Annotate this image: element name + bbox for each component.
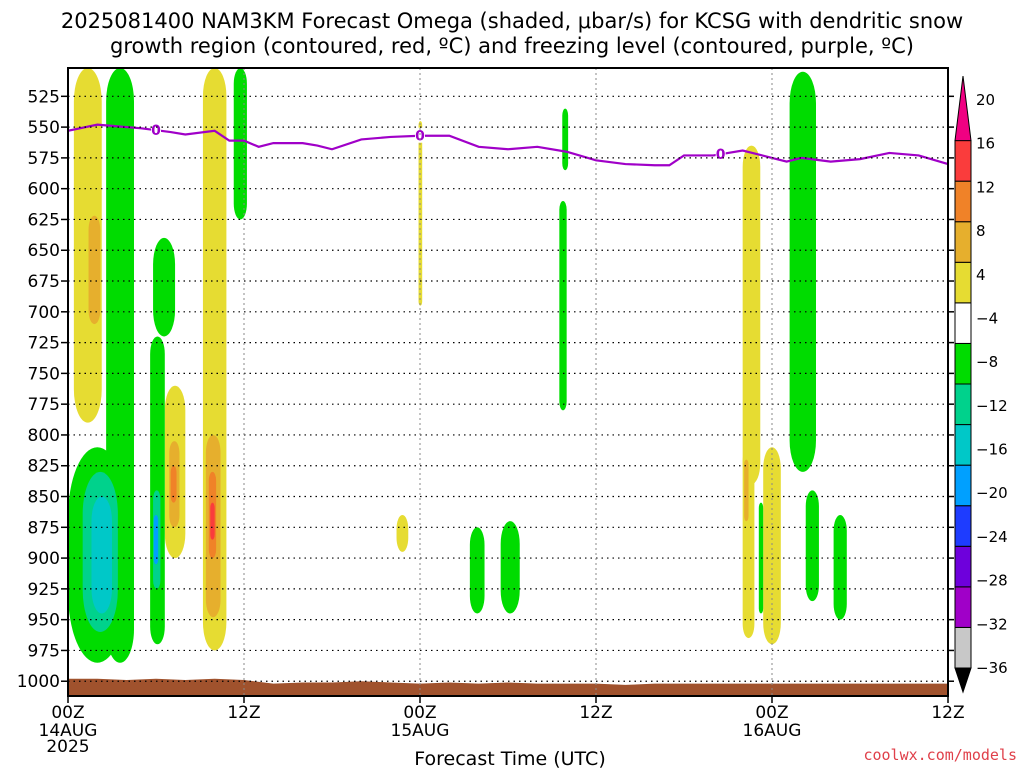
y-tick-label-600: 600	[28, 180, 60, 200]
colorbar-label-0: 20	[976, 91, 995, 109]
colorbar-segment-2	[954, 545, 972, 588]
y-tick-label-725: 725	[28, 334, 60, 354]
omega-region-4	[170, 465, 177, 503]
y-tick-label-700: 700	[28, 303, 60, 323]
freezing-label-bg-2	[715, 146, 726, 162]
colorbar: 20 16 12 8 4 −4 −8 −12 −16 −20 −24 −28 −32 −36	[954, 75, 1008, 694]
y-tick-label-800: 800	[28, 426, 60, 446]
y-tick-label-775: 775	[28, 395, 60, 415]
colorbar-label-2: 12	[976, 178, 995, 196]
colorbar-segment-11	[954, 180, 972, 223]
x-tick-label-12: 12Z	[227, 703, 260, 723]
colorbar-label-12: −32	[976, 615, 1008, 633]
colorbar-segment-1	[954, 586, 972, 628]
colorbar-segment-9	[954, 261, 972, 304]
plot-frame	[67, 67, 949, 697]
colorbar-label-11: −28	[976, 572, 1008, 590]
y-tick-label-900: 900	[28, 549, 60, 569]
colorbar-segment-8	[954, 302, 972, 344]
x-tick-label-48: 00Z	[755, 703, 788, 723]
omega-region-19	[91, 496, 112, 614]
colorbar-label-6: −8	[976, 353, 998, 371]
colorbar-label-5: −4	[976, 309, 998, 327]
axes: 525 550 575 600 625 650 675 700 725 750 775 800 825 8…	[17, 67, 965, 757]
colorbar-top-arrow	[954, 75, 972, 142]
omega-region-1	[88, 215, 101, 325]
colorbar-label-3: 8	[976, 222, 986, 240]
colorbar-label-8: −16	[976, 441, 1008, 459]
y-tick-label-875: 875	[28, 518, 60, 538]
colorbar-segment-0	[954, 626, 972, 669]
y-tick-label-825: 825	[28, 457, 60, 477]
omega-region-13	[744, 459, 749, 522]
x-tick-label-36: 12Z	[579, 703, 612, 723]
x-tick-label-24: 00Z	[403, 703, 436, 723]
omega-region-27	[559, 200, 567, 411]
colorbar-segment-5	[954, 424, 972, 466]
omega-region-23	[153, 514, 159, 565]
omega-region-24	[233, 68, 247, 220]
x-axis-label: Forecast Time (UTC)	[414, 748, 605, 768]
colorbar-label-9: −20	[976, 484, 1008, 502]
x-tick-date-48: 16AUG	[743, 721, 802, 741]
ground-surface	[68, 678, 948, 696]
y-tick-label-625: 625	[28, 210, 60, 230]
colorbar-label-10: −24	[976, 528, 1008, 546]
y-tick-label-925: 925	[28, 580, 60, 600]
freezing-level-label-1: 0	[415, 129, 425, 145]
colorbar-segment-7	[954, 342, 972, 385]
colorbar-segment-6	[954, 383, 972, 426]
y-tick-label-1000: 1000	[17, 672, 60, 692]
omega-region-25	[469, 527, 485, 614]
omega-region-0	[73, 68, 102, 423]
freezing-label-bg-0	[151, 122, 161, 138]
y-tick-label-675: 675	[28, 272, 60, 292]
freezing-level-line	[68, 123, 948, 167]
y-tick-label-650: 650	[28, 241, 60, 261]
omega-region-11	[742, 145, 761, 485]
y-tick-label-975: 975	[28, 641, 60, 661]
y-tick-label-575: 575	[28, 149, 60, 169]
colorbar-bottom-arrow	[954, 667, 972, 694]
omega-region-8	[210, 502, 215, 540]
colorbar-segment-10	[954, 221, 972, 263]
omega-region-21	[150, 336, 165, 645]
omega-region-28	[562, 108, 569, 171]
chart-title-line2: growth region (contoured, red, ºC) and f…	[110, 34, 914, 58]
x-tick-date-0: 14AUG	[39, 721, 98, 741]
freezing-level-label-2: 0	[716, 147, 726, 163]
colorbar-label-13: −36	[976, 659, 1008, 677]
x-tick-date-24: 15AUG	[391, 721, 450, 741]
plot-area: 0 0 0	[68, 68, 948, 696]
colorbar-segment-3	[954, 505, 972, 547]
omega-region-9	[396, 514, 409, 552]
freezing-label-bg-1	[415, 127, 425, 143]
grid-lines	[68, 68, 948, 696]
colorbar-label-4: 4	[976, 266, 986, 284]
x-tick-label-0: 00Z	[51, 703, 84, 723]
colorbar-segment-4	[954, 464, 972, 507]
colorbar-label-7: −12	[976, 397, 1008, 415]
y-tick-label-525: 525	[28, 87, 60, 107]
omega-region-31	[805, 490, 819, 602]
omega-shading: 0 0 0	[68, 68, 948, 696]
omega-region-15	[766, 521, 774, 583]
omega-region-32	[833, 514, 847, 620]
y-tick-label-750: 750	[28, 364, 60, 384]
x-tick-label-60: 12Z	[931, 703, 964, 723]
colorbar-label-1: 16	[976, 135, 995, 153]
omega-region-20	[153, 237, 176, 337]
chart-title-line1: 2025081400 NAM3KM Forecast Omega (shaded…	[61, 9, 963, 33]
x-tick-year-0: 2025	[46, 737, 89, 757]
y-tick-label-950: 950	[28, 611, 60, 631]
y-tick-label-550: 550	[28, 118, 60, 138]
credit-text: coolwx.com/models	[863, 746, 1017, 764]
freezing-level-label-0: 0	[151, 123, 161, 139]
colorbar-segment-12	[954, 140, 972, 182]
omega-region-29	[789, 71, 816, 472]
y-tick-label-850: 850	[28, 488, 60, 508]
omega-region-26	[500, 521, 520, 614]
